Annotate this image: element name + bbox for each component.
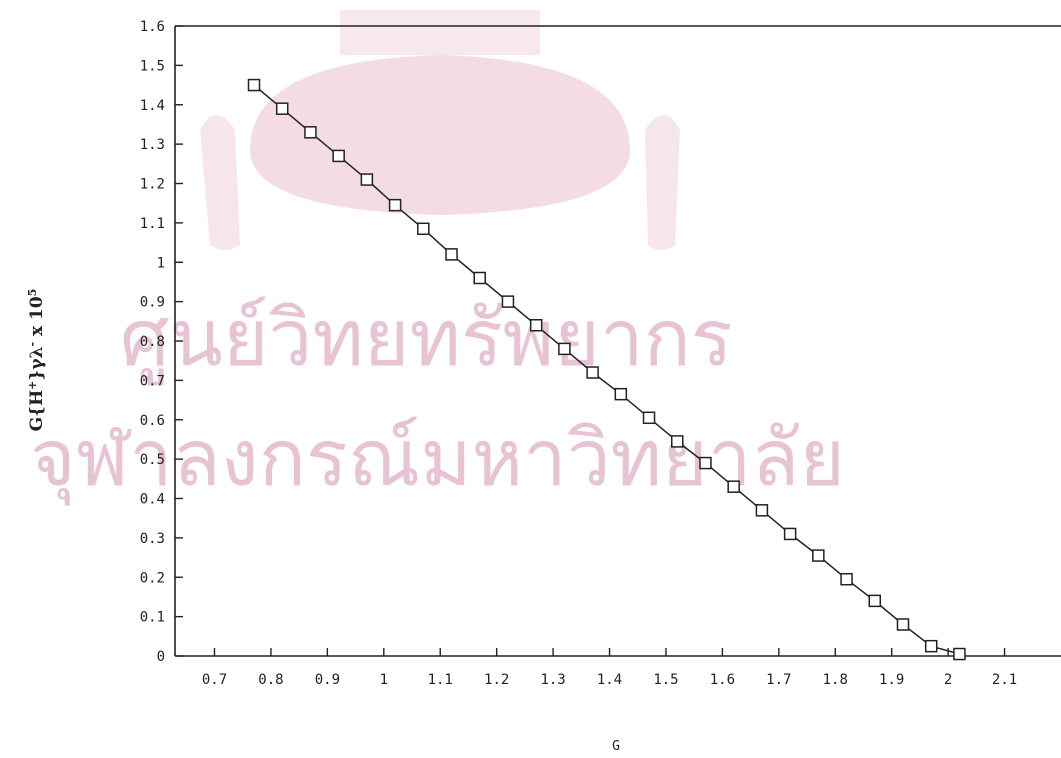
y-tick-label: 0.8 xyxy=(140,334,165,350)
data-point xyxy=(586,366,599,379)
x-tick-label: 1.2 xyxy=(484,672,509,688)
x-tick-label: 1.8 xyxy=(823,672,848,688)
data-point xyxy=(247,78,261,92)
y-tick-label: 1.2 xyxy=(140,177,165,193)
x-tick-label: 2 xyxy=(944,672,952,688)
y-tick-label: 1 xyxy=(157,255,165,271)
y-axis-title: G{H+}γλ- x 105 xyxy=(26,289,48,432)
watermark-seal xyxy=(200,10,680,250)
y-axis-ticks: 0 0.1 0.2 0.3 0.4 0.5 0.6 0.7 0.8 0.9 1 1.1 1.2 1.3 1.… xyxy=(140,19,183,665)
y-tick-label: 1.3 xyxy=(140,137,165,153)
y-tick-label: 0.7 xyxy=(140,373,165,389)
y-tick-label: 1.6 xyxy=(140,19,165,35)
data-point xyxy=(332,149,345,163)
y-axis-title-sup3: 5 xyxy=(26,289,39,297)
x-axis-title: G xyxy=(612,739,620,754)
data-point xyxy=(896,618,910,631)
x-tick-label: 1.3 xyxy=(540,672,565,688)
data-point xyxy=(388,198,402,212)
y-tick-label: 1.1 xyxy=(140,216,165,232)
x-tick-label: 1.4 xyxy=(597,672,622,688)
x-tick-label: 1.1 xyxy=(428,672,453,688)
x-tick-label: 0.9 xyxy=(315,672,340,688)
data-point xyxy=(501,295,515,308)
data-point xyxy=(755,504,769,517)
data-series xyxy=(247,78,966,661)
data-point xyxy=(671,435,684,448)
y-tick-label: 0.5 xyxy=(140,452,165,468)
data-point xyxy=(868,594,882,608)
data-point xyxy=(699,456,712,470)
data-point xyxy=(360,173,374,186)
y-tick-label: 0.6 xyxy=(140,413,165,429)
y-axis-title-sup2: - xyxy=(26,342,39,347)
y-axis-title-part3: x 10 xyxy=(27,296,47,342)
data-point xyxy=(953,647,966,661)
data-point xyxy=(614,387,628,401)
y-tick-label: 0.4 xyxy=(140,492,165,508)
x-tick-label: 2.1 xyxy=(992,672,1017,688)
watermark-text: ศูนย์วิทยทรัพยากร จุฬาลงกรณ์มหาวิทยาลัย xyxy=(30,294,845,506)
data-point xyxy=(812,549,825,562)
y-axis-title-sup1: + xyxy=(26,381,39,390)
y-axis-title-part2: }γλ xyxy=(27,346,47,380)
data-point xyxy=(642,411,656,425)
data-point xyxy=(275,102,289,115)
y-tick-label: 0.9 xyxy=(140,295,165,311)
data-point xyxy=(727,480,740,493)
watermark-line1: ศูนย์วิทยทรัพยากร xyxy=(120,294,733,385)
y-tick-label: 1.5 xyxy=(140,58,165,74)
data-point xyxy=(840,572,853,586)
data-point xyxy=(304,126,317,139)
x-tick-label: 1 xyxy=(380,672,388,688)
y-tick-label: 0.3 xyxy=(140,531,165,547)
data-point xyxy=(445,248,458,261)
data-point xyxy=(417,222,430,236)
y-axis-title-part1: G{H xyxy=(27,390,47,432)
x-tick-label: 1.7 xyxy=(766,672,791,688)
x-tick-label: 0.7 xyxy=(202,672,227,688)
x-tick-label: 1.6 xyxy=(710,672,735,688)
data-point xyxy=(924,639,938,653)
y-tick-label: 0.1 xyxy=(140,610,165,626)
data-point xyxy=(558,342,571,356)
x-tick-label: 0.8 xyxy=(258,672,283,688)
y-tick-label: 0.2 xyxy=(140,570,165,586)
x-axis-ticks: 0.7 0.8 0.9 1 1.1 1.2 1.3 1.4 1.5 1.6 1.7 1.8 1.9 2 2.… xyxy=(202,648,1017,688)
y-tick-label: 1.4 xyxy=(140,98,165,114)
data-point xyxy=(473,271,486,285)
y-tick-label: 0 xyxy=(157,649,165,665)
data-point xyxy=(783,527,797,541)
data-point xyxy=(529,319,543,332)
x-tick-label: 1.5 xyxy=(653,672,678,688)
x-tick-label: 1.9 xyxy=(879,672,904,688)
